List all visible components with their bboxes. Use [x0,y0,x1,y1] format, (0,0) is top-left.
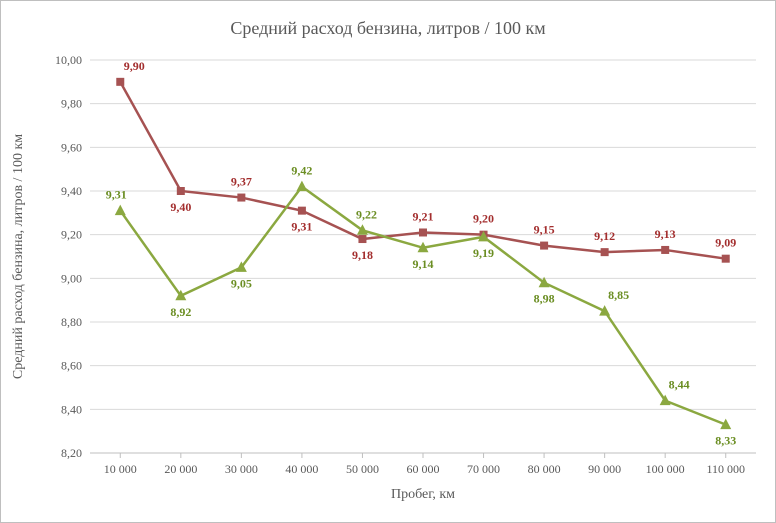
series-red-value-label: 9,09 [715,236,736,250]
x-tick-label: 20 000 [164,462,197,476]
y-tick-label: 9,80 [61,97,82,111]
y-axis-label: Средний расход бензина, литров / 100 км [11,134,26,379]
series-green-value-label: 9,14 [413,257,434,271]
series-green-value-label: 8,44 [669,378,690,392]
series-red-marker [540,242,548,250]
chart-title: Средний расход бензина, литров / 100 км [230,18,545,38]
series-red-value-label: 9,20 [473,212,494,226]
series-green-value-label: 9,05 [231,276,252,290]
y-tick-label: 10,00 [55,53,82,67]
x-tick-label: 40 000 [285,462,318,476]
series-green-value-label: 9,22 [356,207,377,221]
series-green-value-label: 9,19 [473,246,494,260]
y-tick-label: 9,00 [61,271,82,285]
y-tick-label: 9,40 [61,184,82,198]
series-red-marker [661,246,669,254]
x-tick-label: 70 000 [467,462,500,476]
x-tick-label: 60 000 [407,462,440,476]
x-tick-label: 100 000 [646,462,685,476]
series-red-value-label: 9,21 [413,209,434,223]
series-red-value-label: 9,90 [124,59,145,73]
x-tick-label: 110 000 [706,462,745,476]
series-red-value-label: 9,18 [352,248,373,262]
series-green-value-label: 9,42 [291,164,312,178]
series-red-value-label: 9,15 [534,223,555,237]
series-red-value-label: 9,31 [291,220,312,234]
series-red-marker [722,255,730,263]
x-tick-label: 10 000 [104,462,137,476]
series-red-value-label: 9,37 [231,175,252,189]
y-tick-label: 8,80 [61,315,82,329]
y-tick-label: 9,20 [61,228,82,242]
x-tick-label: 90 000 [588,462,621,476]
y-tick-label: 9,60 [61,140,82,154]
chart-svg: Средний расход бензина, литров / 100 км 8… [0,0,776,523]
fuel-consumption-chart: Средний расход бензина, литров / 100 км 8… [0,0,776,523]
series-green-value-label: 8,33 [715,434,736,448]
y-tick-label: 8,20 [61,446,82,460]
series-red-marker [419,228,427,236]
x-axis-label: Пробег, км [391,487,455,502]
series-green-value-label: 8,98 [534,292,555,306]
series-red-value-label: 9,12 [594,229,615,243]
series-green-value-label: 8,92 [170,305,191,319]
series-red-marker [116,78,124,86]
series-red-marker [237,194,245,202]
x-tick-label: 30 000 [225,462,258,476]
series-red-marker [358,235,366,243]
series-red-marker [177,187,185,195]
x-tick-label: 80 000 [528,462,561,476]
y-tick-label: 8,60 [61,359,82,373]
x-tick-label: 50 000 [346,462,379,476]
series-red-value-label: 9,13 [655,227,676,241]
series-red-marker [601,248,609,256]
series-green-value-label: 8,85 [608,288,629,302]
series-red-marker [298,207,306,215]
series-green-value-label: 9,31 [106,188,127,202]
y-tick-label: 8,40 [61,402,82,416]
series-red-value-label: 9,40 [170,200,191,214]
